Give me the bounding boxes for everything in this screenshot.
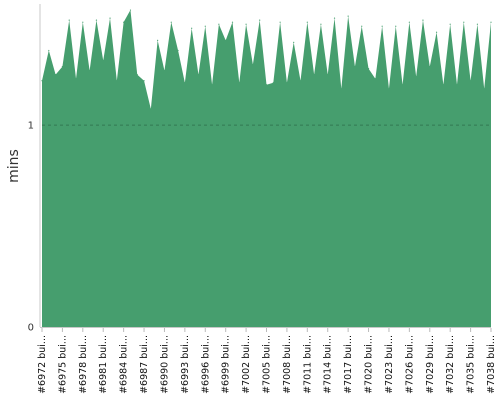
data-point xyxy=(61,65,64,68)
data-point xyxy=(327,74,329,76)
data-point xyxy=(136,74,138,76)
x-tick-label: #7032 bui... xyxy=(445,335,456,394)
x-tick-label: #7026 bui... xyxy=(404,335,415,394)
data-point xyxy=(150,108,152,110)
data-point xyxy=(422,19,424,21)
x-tick-label: #7035 bui... xyxy=(466,335,477,394)
data-point xyxy=(354,65,356,68)
data-point xyxy=(442,84,444,86)
data-point xyxy=(95,19,98,21)
x-tick-label: #7017 bui... xyxy=(343,335,354,394)
data-point xyxy=(388,88,390,90)
data-point xyxy=(306,21,308,23)
data-point xyxy=(361,25,363,27)
data-point xyxy=(191,27,193,29)
x-tick-label: #7038 bui... xyxy=(486,335,497,394)
y-tick-label: 1 xyxy=(28,121,34,132)
data-point xyxy=(82,21,84,23)
data-point xyxy=(163,70,166,72)
data-point xyxy=(116,80,118,82)
data-point xyxy=(170,21,172,23)
data-point xyxy=(429,65,431,68)
data-point xyxy=(109,17,111,19)
data-point xyxy=(211,84,213,86)
data-point xyxy=(456,84,458,86)
data-point xyxy=(129,9,132,11)
x-tick-label: #7005 bui... xyxy=(262,335,273,394)
x-tick-label: #7002 bui... xyxy=(241,335,252,394)
x-tick-label: #6999 bui... xyxy=(221,335,232,394)
x-tick-label: #7029 bui... xyxy=(425,335,436,394)
data-point xyxy=(259,19,261,21)
data-point xyxy=(55,74,57,76)
data-point xyxy=(184,82,186,84)
data-point xyxy=(395,25,397,27)
data-point xyxy=(41,80,43,82)
data-point xyxy=(408,21,410,23)
data-point xyxy=(415,76,417,78)
data-point xyxy=(374,78,376,80)
data-point xyxy=(279,21,281,23)
x-tick-label: #7023 bui... xyxy=(384,335,395,394)
data-point xyxy=(157,39,159,41)
data-point xyxy=(367,68,370,70)
axis-layer xyxy=(39,4,491,328)
data-point xyxy=(272,82,274,84)
data-point xyxy=(102,59,104,62)
x-tick-label: #6972 bui... xyxy=(37,335,48,394)
data-point xyxy=(476,23,478,25)
y-tick-labels: 01 xyxy=(28,121,34,334)
data-point xyxy=(286,82,288,84)
data-point xyxy=(483,88,485,90)
data-point xyxy=(347,15,349,17)
x-tick-label: #6981 bui... xyxy=(98,335,109,394)
data-point xyxy=(313,74,315,76)
x-tick-label: #6978 bui... xyxy=(78,335,89,394)
data-point xyxy=(68,19,70,21)
data-point xyxy=(333,17,336,19)
x-tick-label: #6984 bui... xyxy=(119,335,130,394)
data-point xyxy=(469,80,472,82)
x-tick-label: #7020 bui... xyxy=(364,335,375,394)
data-point xyxy=(293,41,295,43)
data-point xyxy=(299,80,302,82)
data-point xyxy=(252,63,254,66)
data-point xyxy=(265,84,268,86)
data-point xyxy=(89,70,91,72)
data-point xyxy=(340,88,342,90)
data-point xyxy=(143,80,145,82)
x-tick-labels: #6972 bui... #6975 bui... #6978 bui... #698… xyxy=(37,328,497,394)
x-tick-label: #6975 bui... xyxy=(57,335,68,394)
data-point xyxy=(463,21,465,23)
x-tick-label: #7008 bui... xyxy=(282,335,293,394)
data-point xyxy=(238,82,240,84)
data-point xyxy=(231,21,234,23)
data-point xyxy=(490,21,492,23)
series-area xyxy=(42,10,491,328)
data-point xyxy=(320,23,322,25)
data-point xyxy=(245,23,247,25)
y-axis-title: mins xyxy=(6,149,22,183)
series-layer xyxy=(41,9,492,328)
data-point xyxy=(48,49,50,52)
data-point xyxy=(204,25,206,27)
data-point xyxy=(225,39,227,41)
x-tick-label: #6993 bui... xyxy=(180,335,191,394)
x-tick-label: #6990 bui... xyxy=(159,335,170,394)
data-point xyxy=(449,23,451,25)
data-point xyxy=(123,21,125,23)
x-tick-label: #7011 bui... xyxy=(302,335,313,394)
data-point xyxy=(381,25,383,27)
data-point xyxy=(435,31,438,33)
data-point xyxy=(177,49,179,52)
x-tick-label: #6987 bui... xyxy=(139,335,150,394)
data-point xyxy=(401,84,404,86)
data-point xyxy=(75,78,77,80)
y-tick-label: 0 xyxy=(28,323,34,334)
data-point xyxy=(197,74,200,76)
x-tick-label: #6996 bui... xyxy=(200,335,211,394)
data-point xyxy=(218,23,220,25)
x-tick-label: #7014 bui... xyxy=(323,335,334,394)
